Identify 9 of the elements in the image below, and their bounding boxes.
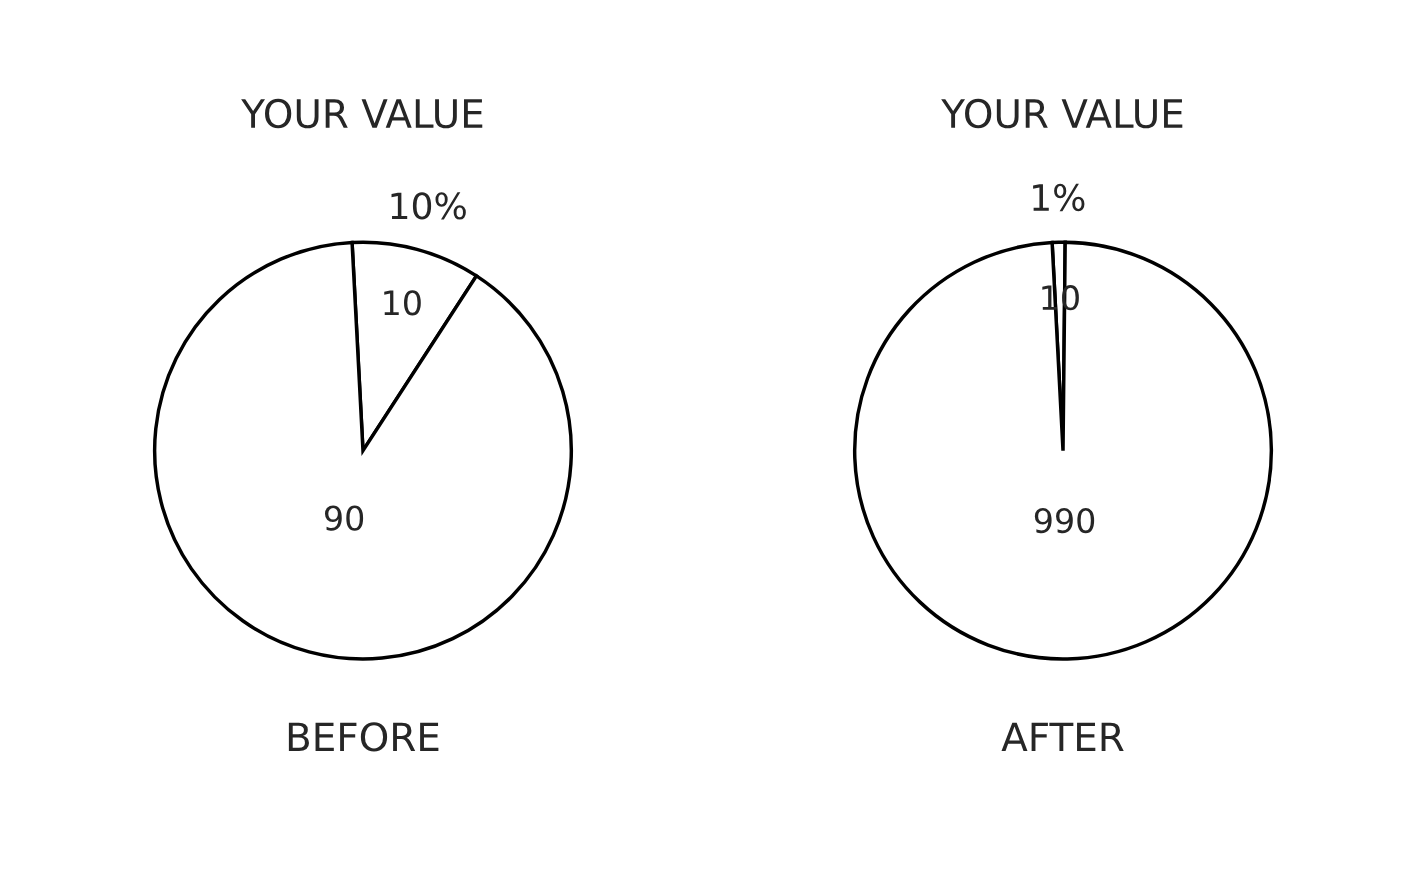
text: AFTER	[1001, 722, 1124, 752]
text: 10%	[391, 192, 466, 220]
chart-title: YOUR VALUE	[941, 98, 1183, 129]
data-label: 990	[1034, 507, 1095, 534]
text: BEFORE	[288, 722, 439, 752]
data-label: 90	[325, 505, 364, 531]
text: 1%	[1033, 183, 1085, 212]
chart-title: YOUR VALUE	[241, 98, 483, 129]
data-label: 10	[384, 290, 421, 316]
